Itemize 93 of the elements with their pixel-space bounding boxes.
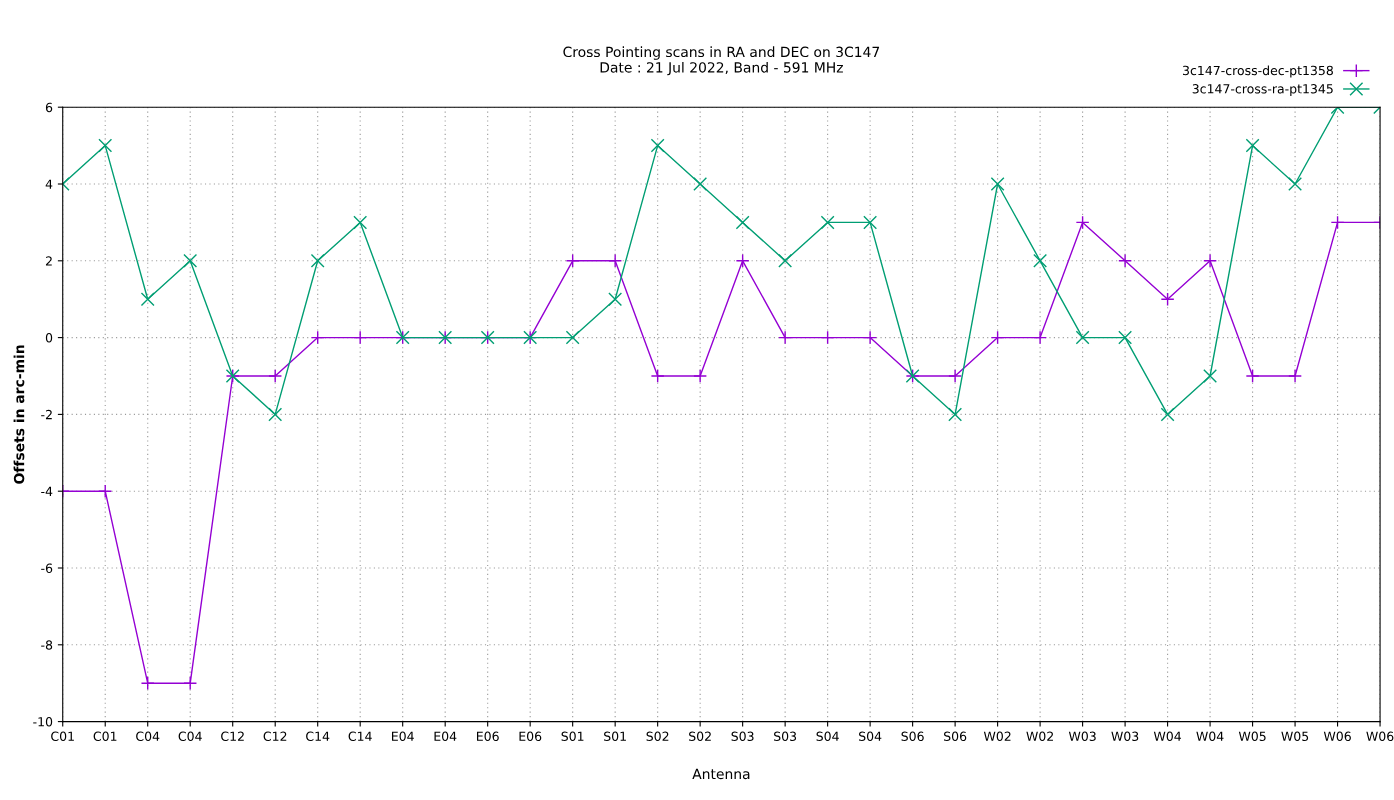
point bbox=[1245, 138, 1260, 153]
x-tick-label: S03 bbox=[731, 731, 754, 741]
x-tick-label: S04 bbox=[859, 731, 882, 741]
x-tick-label: W04 bbox=[1153, 731, 1182, 741]
x-tick-label: E06 bbox=[477, 731, 499, 741]
point bbox=[1075, 330, 1090, 345]
point bbox=[565, 253, 580, 268]
point bbox=[778, 330, 793, 345]
x-tick-label: C12 bbox=[263, 731, 287, 741]
x-tick-label: S01 bbox=[604, 731, 626, 741]
point bbox=[310, 330, 325, 345]
x-tick-label: C14 bbox=[306, 731, 330, 741]
x-tick-label: E06 bbox=[519, 731, 542, 741]
x-tick-label: W06 bbox=[1366, 731, 1394, 741]
x-tick-label: C04 bbox=[178, 731, 202, 741]
point bbox=[990, 177, 1005, 191]
point bbox=[735, 215, 750, 230]
x-tick-label: S06 bbox=[944, 731, 967, 741]
point bbox=[608, 292, 623, 307]
legend-label: 3c147-cross-ra-pt1345 bbox=[1192, 84, 1333, 96]
x-tick-label: E04 bbox=[392, 731, 414, 741]
point bbox=[140, 676, 155, 691]
point bbox=[310, 253, 325, 268]
point bbox=[1118, 253, 1133, 268]
point bbox=[1203, 253, 1218, 268]
point bbox=[863, 215, 878, 230]
x-tick-label: W03 bbox=[1068, 731, 1096, 741]
y-tick-label: -10 bbox=[33, 717, 53, 727]
y-tick-label: -6 bbox=[41, 563, 53, 573]
x-tick-label: W03 bbox=[1111, 731, 1139, 741]
x-tick-label: E04 bbox=[434, 731, 457, 741]
point bbox=[1288, 177, 1303, 191]
point bbox=[693, 369, 708, 383]
x-tick-label: S03 bbox=[774, 731, 797, 741]
point bbox=[353, 215, 368, 230]
y-tick-label: 0 bbox=[45, 333, 53, 343]
point bbox=[1033, 330, 1048, 345]
x-tick-label: W04 bbox=[1196, 731, 1224, 741]
point bbox=[948, 369, 963, 383]
y-tick-label: 4 bbox=[45, 179, 53, 189]
y-tick-label: -2 bbox=[41, 409, 52, 420]
point bbox=[863, 330, 878, 345]
x-tick-label: C14 bbox=[348, 731, 372, 741]
point bbox=[565, 330, 580, 345]
point bbox=[948, 407, 963, 422]
point bbox=[650, 138, 665, 153]
y-tick-label: 6 bbox=[45, 102, 53, 113]
point bbox=[183, 676, 198, 691]
x-tick-label: C12 bbox=[221, 731, 244, 741]
point bbox=[1075, 215, 1090, 230]
legend-label: 3c147-cross-dec-pt1358 bbox=[1183, 65, 1333, 78]
y-tick-label: -4 bbox=[41, 486, 53, 496]
x-tick-label: C01 bbox=[93, 731, 117, 741]
point bbox=[1160, 292, 1175, 307]
point bbox=[183, 253, 198, 268]
point bbox=[268, 407, 283, 422]
point bbox=[778, 253, 793, 268]
x-tick-label: W05 bbox=[1238, 731, 1266, 741]
y-tick-label: -8 bbox=[41, 640, 53, 650]
x-tick-label: C04 bbox=[136, 731, 160, 741]
x-tick-label: W02 bbox=[1026, 731, 1053, 741]
point bbox=[990, 330, 1005, 345]
point bbox=[1288, 369, 1303, 383]
x-tick-label: W06 bbox=[1323, 731, 1351, 741]
point bbox=[650, 369, 665, 383]
x-tick-label: S06 bbox=[901, 731, 924, 741]
point bbox=[735, 253, 750, 268]
x-axis-title: Antenna bbox=[692, 768, 750, 780]
x-tick-label: W05 bbox=[1281, 731, 1309, 741]
x-tick-label: W02 bbox=[983, 731, 1011, 741]
y-axis-title: Offsets in arc-min bbox=[13, 345, 25, 484]
y-tick-label: 2 bbox=[45, 256, 52, 266]
point bbox=[1160, 407, 1175, 422]
point bbox=[1245, 369, 1260, 383]
point bbox=[98, 484, 113, 499]
point bbox=[1203, 369, 1218, 383]
point bbox=[1033, 253, 1048, 268]
x-tick-label: S02 bbox=[646, 731, 669, 741]
point bbox=[1118, 330, 1133, 345]
x-tick-label: S01 bbox=[561, 731, 584, 741]
x-tick-label: S02 bbox=[689, 731, 711, 741]
point bbox=[353, 330, 368, 345]
point bbox=[820, 215, 835, 230]
point bbox=[608, 253, 623, 268]
point bbox=[140, 292, 155, 307]
chart-title: Cross Pointing scans in RA and DEC on 3C147 Date : 21 Jul 2022, Band - 591 MHz bbox=[563, 46, 880, 76]
point bbox=[98, 138, 113, 153]
x-tick-label: S04 bbox=[816, 731, 839, 741]
point bbox=[693, 177, 708, 191]
x-tick-label: C01 bbox=[51, 731, 74, 741]
point bbox=[820, 330, 835, 345]
point bbox=[1330, 215, 1345, 230]
point bbox=[268, 369, 283, 383]
